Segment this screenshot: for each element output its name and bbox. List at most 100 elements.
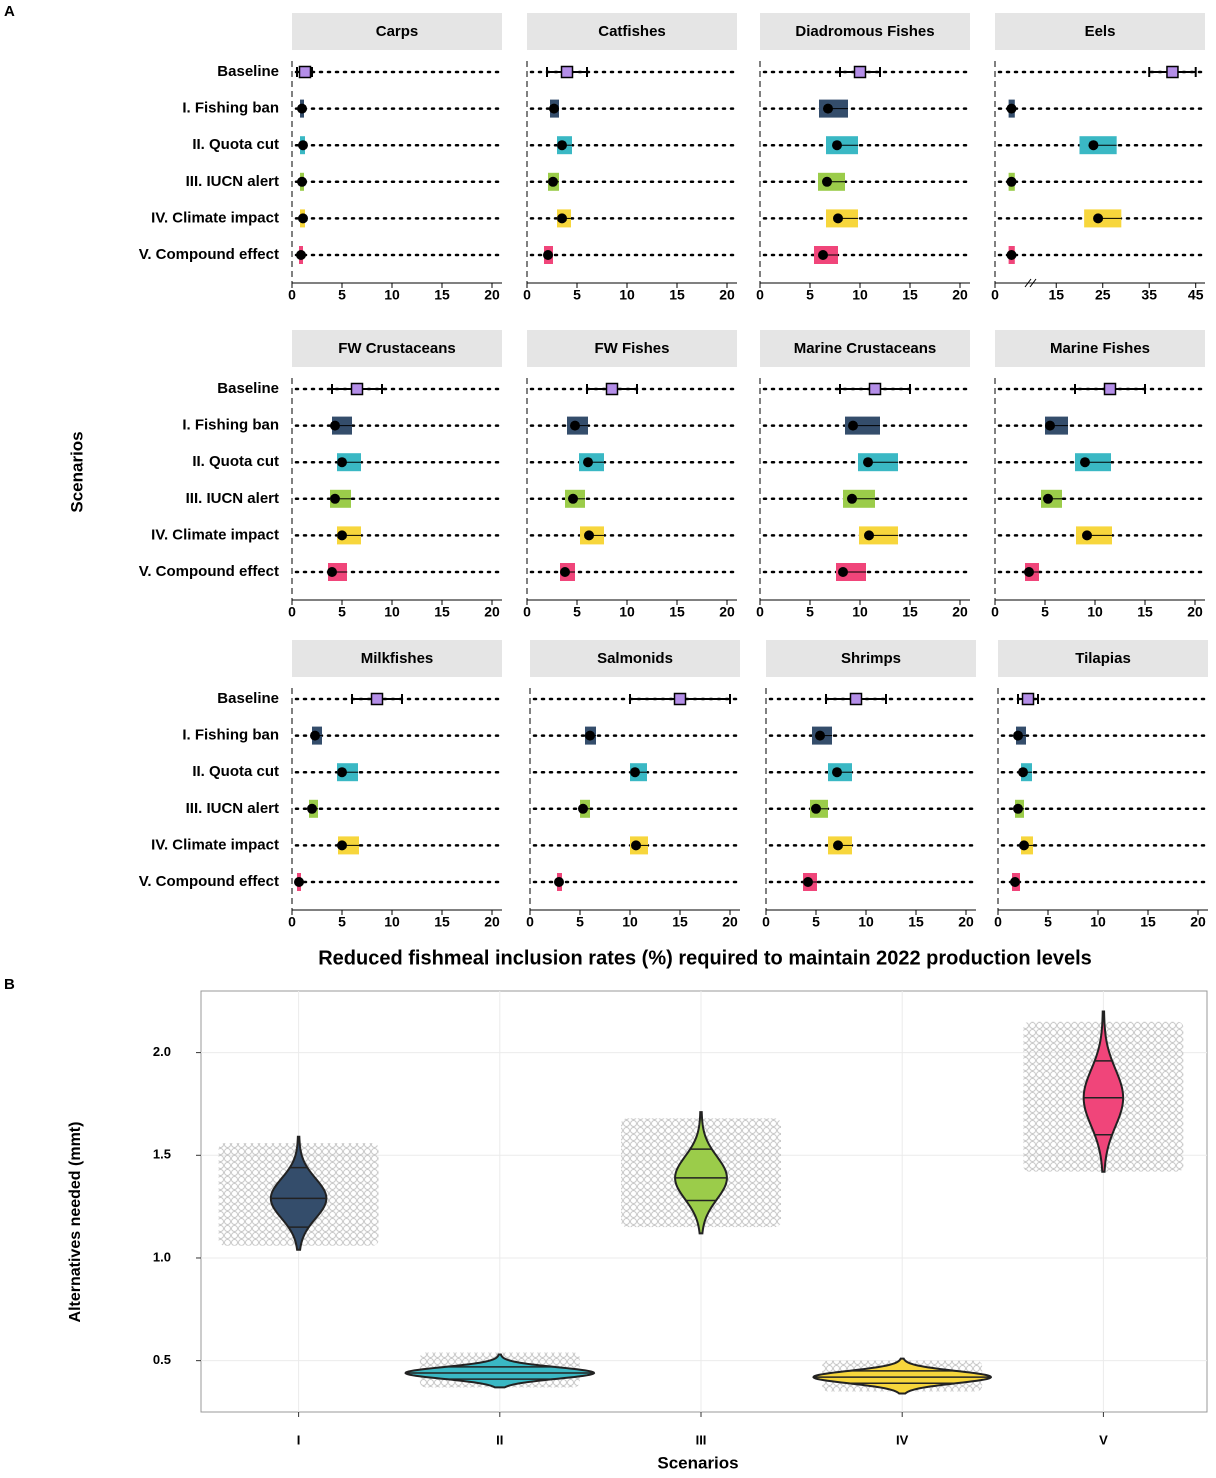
scenario-label: I. Fishing ban [182, 727, 279, 744]
x-tick-label: I [297, 1432, 301, 1447]
x-tick-label: 20 [719, 287, 735, 303]
panel-title: Carps [376, 23, 419, 40]
point [297, 176, 307, 187]
point [833, 213, 843, 224]
panel-title: Catfishes [598, 23, 666, 40]
strip [760, 330, 970, 367]
point [1043, 493, 1053, 504]
point [832, 767, 842, 778]
point [833, 840, 843, 851]
point [557, 213, 567, 224]
x-tick-label: 5 [573, 287, 581, 303]
x-tick-label: V [1099, 1432, 1108, 1447]
strip [995, 13, 1205, 50]
y-tick-label: 1.5 [153, 1147, 171, 1162]
x-tick-label: 15 [902, 604, 918, 620]
point [823, 103, 833, 114]
x-tick-label: 10 [384, 287, 400, 303]
point [1019, 840, 1029, 851]
strip [530, 640, 740, 677]
point [297, 103, 307, 114]
y-tick-label: 1.0 [153, 1249, 171, 1264]
x-tick-label: 10 [619, 287, 635, 303]
x-tick-label: 10 [619, 604, 635, 620]
x-axis-title: Reduced fishmeal inclusion rates (%) req… [318, 947, 1092, 969]
point [307, 803, 317, 814]
point [1006, 103, 1017, 114]
strip [527, 330, 737, 367]
strip [760, 13, 970, 50]
point [1006, 176, 1017, 187]
panel-title: Marine Fishes [1050, 340, 1150, 357]
violin [812, 1357, 993, 1395]
baseline-marker [853, 65, 867, 79]
point [1045, 420, 1055, 431]
x-tick-label: 45 [1188, 287, 1204, 303]
x-tick-label: 20 [722, 914, 738, 930]
scenario-label: Baseline [217, 63, 279, 80]
x-tick-label: III [696, 1432, 707, 1447]
x-tick-label: 0 [762, 914, 770, 930]
x-tick-label: 15 [434, 914, 450, 930]
x-tick-label: 0 [288, 287, 296, 303]
baseline-marker [1021, 692, 1035, 706]
point [1006, 250, 1017, 260]
point [822, 176, 832, 187]
baseline-marker [1103, 382, 1117, 396]
x-tick-label: 5 [812, 914, 820, 930]
x-tick-label: 10 [384, 604, 400, 620]
x-tick-label: 0 [756, 604, 764, 620]
baseline-marker [370, 692, 384, 706]
point [864, 530, 874, 541]
point [568, 493, 578, 504]
x-tick-label: 0 [288, 604, 296, 620]
x-tick-label: 0 [523, 604, 531, 620]
violin [1082, 1010, 1125, 1173]
x-tick-label: 10 [852, 287, 868, 303]
panel-title: Milkfishes [361, 650, 434, 667]
x-tick-label: 35 [1141, 287, 1157, 303]
panel-title: Salmonids [597, 650, 673, 667]
x-axis-title: Scenarios [657, 1453, 738, 1472]
x-tick-label: 15 [434, 287, 450, 303]
panel-title: Tilapias [1075, 650, 1131, 667]
x-tick-label: 5 [806, 287, 814, 303]
x-tick-label: 5 [338, 914, 346, 930]
x-tick-label: 15 [908, 914, 924, 930]
strip [292, 330, 502, 367]
point [298, 213, 308, 224]
scenario-label: II. Quota cut [192, 453, 279, 470]
point [1088, 140, 1099, 151]
point [863, 457, 873, 468]
point [832, 140, 842, 151]
point [585, 730, 595, 741]
scenario-label: III. IUCN alert [186, 173, 279, 190]
x-tick-label: 20 [952, 604, 968, 620]
baseline-marker [298, 65, 312, 79]
scenario-label: II. Quota cut [192, 763, 279, 780]
scenario-label: I. Fishing ban [182, 417, 279, 434]
x-tick-label: II [496, 1432, 503, 1447]
x-tick-label: 0 [288, 914, 296, 930]
point [554, 877, 564, 887]
point [337, 457, 347, 468]
point [330, 493, 340, 504]
baseline-marker [868, 382, 882, 396]
panel-title: Shrimps [841, 650, 901, 667]
scenario-label: V. Compound effect [139, 873, 279, 890]
x-tick-label: 5 [338, 287, 346, 303]
point [296, 250, 306, 260]
x-tick-label: 10 [858, 914, 874, 930]
strip [998, 640, 1208, 677]
point [1013, 803, 1023, 814]
violin [674, 1111, 728, 1235]
strip [995, 330, 1205, 367]
panel-title: FW Crustaceans [338, 340, 456, 357]
point [560, 567, 570, 577]
point [584, 530, 594, 541]
point [1013, 730, 1023, 741]
x-tick-label: 0 [756, 287, 764, 303]
point [818, 250, 828, 260]
panel-title: Diadromous Fishes [795, 23, 934, 40]
scenario-label: III. IUCN alert [186, 490, 279, 507]
